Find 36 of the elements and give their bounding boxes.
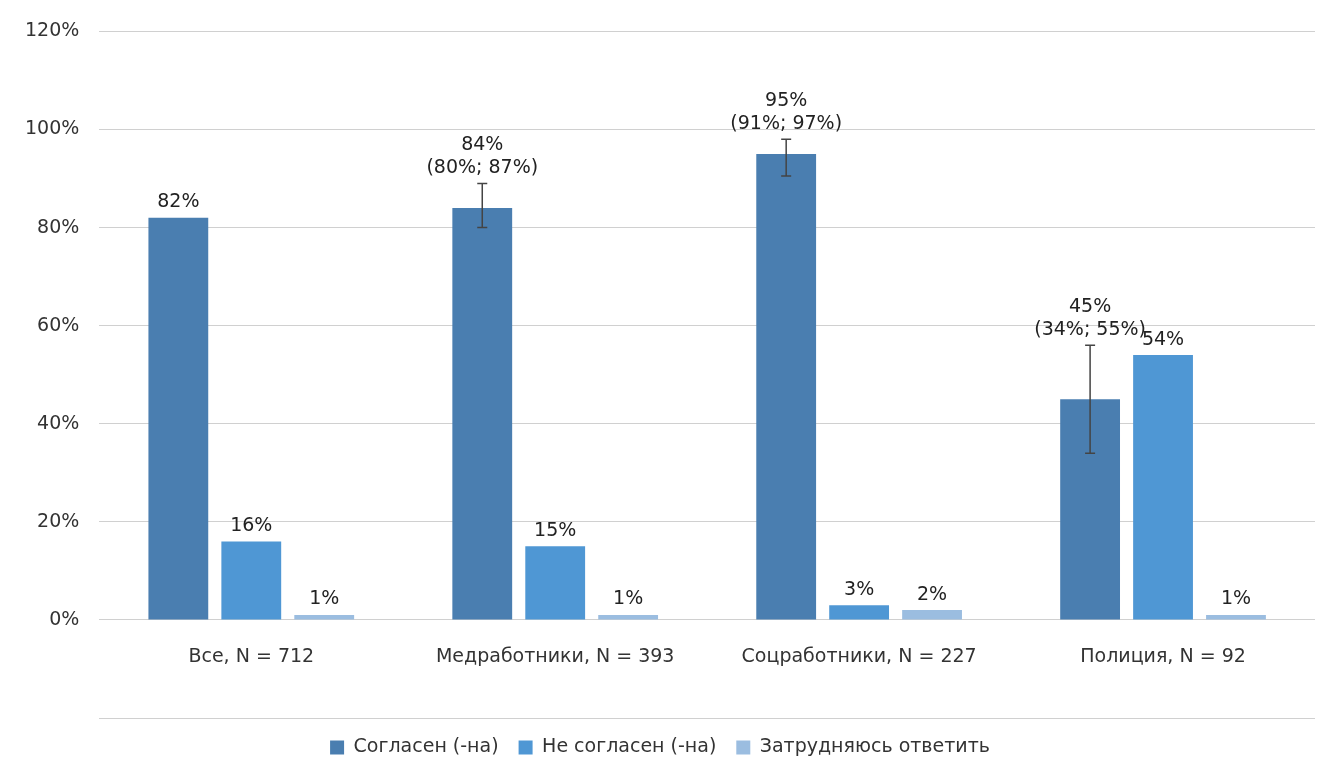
- bar: [1133, 355, 1193, 620]
- bar: [452, 207, 513, 620]
- y-tick-label: 100%: [24, 116, 80, 139]
- y-tick-label: 40%: [37, 410, 80, 433]
- bar: [1206, 615, 1266, 620]
- legend-label: Не согласен (-на): [542, 734, 717, 757]
- data-label: 1%: [309, 586, 340, 609]
- legend-label: Согласен (-на): [353, 734, 499, 757]
- x-tick-label: Полиция, N = 92: [1080, 644, 1246, 667]
- y-tick-label: 120%: [24, 18, 80, 41]
- data-label: 3%: [844, 576, 875, 599]
- x-tick-label: Соцработники, N = 227: [741, 644, 977, 667]
- bar: [148, 217, 209, 620]
- bar: [294, 615, 355, 620]
- bar: [756, 154, 817, 620]
- bar: [598, 615, 659, 620]
- bar: [829, 605, 890, 620]
- data-label: 1%: [613, 586, 644, 609]
- data-label: 95% (91%; 97%): [730, 87, 843, 133]
- y-tick-label: 20%: [37, 508, 80, 531]
- y-tick-label: 80%: [37, 214, 80, 237]
- y-tick-label: 60%: [37, 312, 80, 335]
- bar: [221, 541, 282, 620]
- x-tick-label: Медработники, N = 393: [435, 644, 675, 667]
- bar: [902, 610, 962, 620]
- data-label: 84% (80%; 87%): [426, 131, 539, 177]
- data-label: 16%: [230, 512, 273, 535]
- x-tick-label: Все, N = 712: [188, 644, 315, 667]
- bar: [525, 546, 586, 620]
- data-label: 2%: [916, 581, 948, 604]
- bar: [1060, 399, 1121, 620]
- y-tick-label: 0%: [49, 606, 80, 629]
- data-label: 15%: [534, 517, 577, 540]
- legend-label: Затрудняюсь ответить: [759, 734, 990, 757]
- data-label: 82%: [157, 189, 200, 212]
- data-label: 1%: [1220, 586, 1252, 609]
